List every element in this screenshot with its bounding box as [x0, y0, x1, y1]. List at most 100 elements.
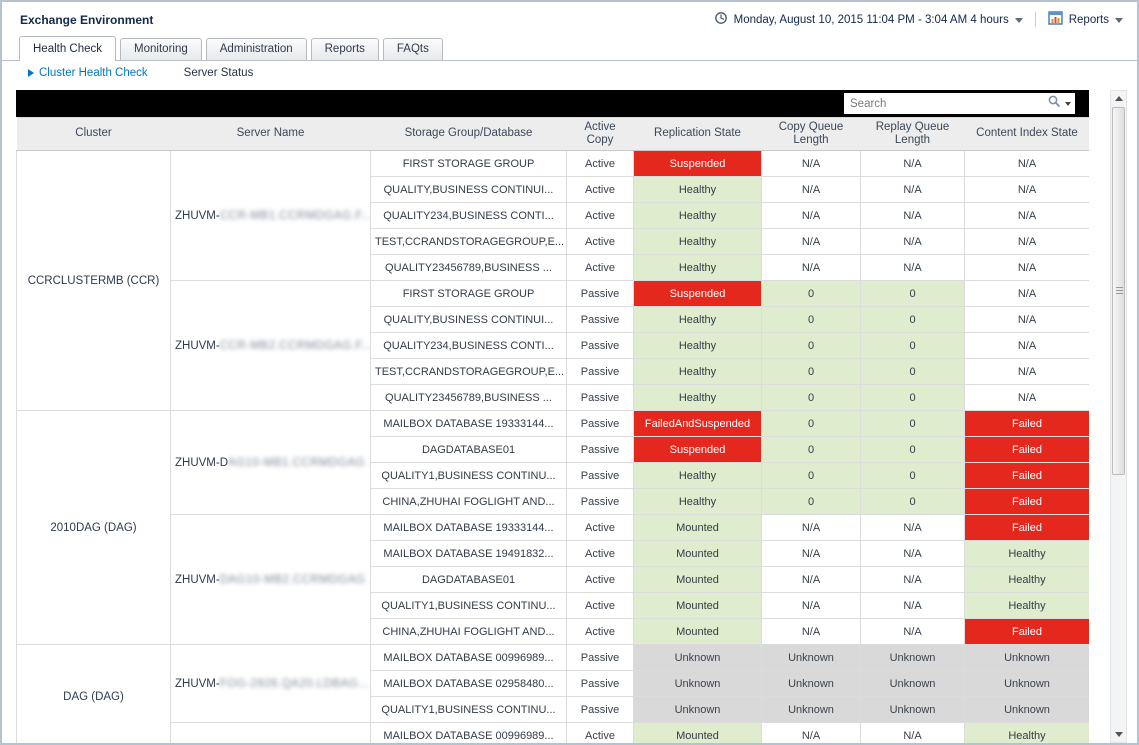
content-index-cell: Failed: [964, 514, 1089, 541]
active-copy-cell: Passive: [566, 306, 634, 333]
copy-queue-cell: 0: [761, 436, 861, 463]
subnav-item-server-status[interactable]: Server Status: [183, 67, 254, 79]
copy-queue-cell: 0: [761, 358, 861, 385]
replication-state-cell: Unknown: [633, 696, 762, 723]
redacted-server-name: AG10-MB1.CCRMDGAG ..: [228, 456, 371, 469]
table-row[interactable]: QUALITY1,BUSINESS CONTINU... Active Mounte…: [17, 592, 1089, 619]
table-row[interactable]: ZHUVM-CCR-MB2.CCRMDGAG.F... FIRST STORAGE…: [17, 280, 1089, 411]
health-table-body: CCRCLUSTERMB (CCR) ZHUVM-CCR-MB1.CCRMDGAG…: [16, 150, 1089, 743]
content-index-cell: N/A: [964, 358, 1089, 385]
column-header-storage-group-database[interactable]: Storage Group/Database: [370, 117, 567, 151]
replication-state-cell: Healthy: [633, 332, 762, 359]
replay-queue-cell: 0: [860, 280, 965, 307]
content-index-cell: N/A: [964, 384, 1089, 411]
subnav-item-cluster-health-check[interactable]: Cluster Health Check: [28, 67, 148, 79]
table-row[interactable]: CCRCLUSTERMB (CCR) ZHUVM-CCR-MB1.CCRMDGAG…: [16, 150, 1089, 411]
copy-queue-cell: 0: [761, 280, 861, 307]
copy-queue-cell: N/A: [761, 722, 861, 743]
table-row[interactable]: DAGDATABASE01 Passive Suspended 0 0 Failed: [17, 436, 1089, 463]
replay-queue-cell: 0: [860, 488, 965, 515]
replication-state-cell: Healthy: [633, 384, 762, 411]
table-row[interactable]: MAILBOX DATABASE 02958480... Passive Unkno…: [17, 670, 1089, 697]
replication-state-cell: Mounted: [633, 540, 762, 567]
replication-state-cell: Healthy: [633, 462, 762, 489]
magnifier-icon[interactable]: [1047, 94, 1061, 113]
table-row[interactable]: QUALITY1,BUSINESS CONTINU... Passive Unkno…: [17, 696, 1089, 723]
table-row[interactable]: DAGDATABASE01 Active Mounted N/A N/A Healthy: [17, 566, 1089, 593]
reports-menu[interactable]: Reports: [1068, 13, 1109, 26]
active-copy-cell: Passive: [566, 280, 634, 307]
replay-queue-cell: Unknown: [860, 670, 965, 697]
scroll-up-button[interactable]: [1111, 91, 1126, 106]
server-name-cell: ZHUVM-CCR-MB2.CCRMDGAG.F...: [170, 280, 371, 411]
subnav-label: Cluster Health Check: [39, 67, 148, 79]
copy-queue-cell: Unknown: [761, 696, 861, 723]
table-row[interactable]: DAG (DAG) ZHUVM-FOG-2926.QA20.LDBAG... MAI…: [16, 644, 1089, 743]
active-copy-cell: Active: [566, 254, 634, 281]
table-row[interactable]: ZHUVM-DAG10-MB2.CCRMDGAG ... MAILBOX DATA…: [17, 514, 1089, 645]
reports-caret-icon[interactable]: [1115, 18, 1123, 23]
table-row[interactable]: QUALITY234,BUSINESS CONTI... Active Health…: [17, 202, 1089, 229]
column-header-replication-state[interactable]: Replication State: [633, 117, 762, 151]
table-row[interactable]: MAILBOX DATABASE 00996989... Active Mounte…: [17, 722, 1089, 743]
column-header-active-copy[interactable]: Active Copy: [566, 117, 634, 151]
vertical-scrollbar[interactable]: [1110, 90, 1127, 743]
database-cell: CHINA,ZHUHAI FOGLIGHT AND...: [370, 488, 567, 515]
database-cell: MAILBOX DATABASE 19491832...: [370, 540, 567, 567]
content-index-cell: Failed: [964, 462, 1089, 489]
top-toolbar: Monday, August 10, 2015 11:04 PM - 3:04 …: [714, 11, 1123, 28]
tab-monitoring[interactable]: Monitoring: [120, 38, 202, 60]
table-row[interactable]: QUALITY1,BUSINESS CONTINU... Passive Healt…: [17, 462, 1089, 489]
search-input[interactable]: [844, 97, 1047, 110]
tab-health-check[interactable]: Health Check: [19, 36, 117, 61]
database-cell: FIRST STORAGE GROUP: [370, 280, 567, 307]
scrollbar-thumb[interactable]: [1112, 107, 1125, 475]
replay-queue-cell: N/A: [860, 618, 965, 645]
replay-queue-cell: N/A: [860, 592, 965, 619]
search-options-caret-icon[interactable]: [1065, 101, 1071, 106]
replay-queue-cell: 0: [860, 462, 965, 489]
redacted-server-name: CCR-MB1.CCRMDGAG.F...: [219, 209, 371, 222]
column-header-content-index-state[interactable]: Content Index State: [964, 117, 1089, 151]
content-index-cell: Healthy: [964, 540, 1089, 567]
copy-queue-cell: 0: [761, 410, 861, 437]
replay-queue-cell: 0: [860, 306, 965, 333]
column-header-replay-queue-length[interactable]: Replay Queue Length: [860, 117, 965, 151]
column-header-copy-queue-length[interactable]: Copy Queue Length: [761, 117, 861, 151]
database-cell: QUALITY1,BUSINESS CONTINU...: [370, 462, 567, 489]
content-index-cell: N/A: [964, 280, 1089, 307]
active-copy-cell: Active: [566, 514, 634, 541]
scroll-down-button[interactable]: [1111, 727, 1126, 742]
replication-state-cell: Healthy: [633, 306, 762, 333]
redacted-server-name: DAG10-MB2.CCRMDGAG ...: [219, 573, 371, 586]
health-table-container: Cluster Server Name Storage Group/Database…: [16, 117, 1089, 743]
copy-queue-cell: Unknown: [761, 644, 861, 671]
tab-administration[interactable]: Administration: [205, 38, 307, 60]
active-copy-cell: Active: [566, 592, 634, 619]
copy-queue-cell: 0: [761, 306, 861, 333]
column-header-server-name[interactable]: Server Name: [170, 117, 371, 151]
tab-faqts[interactable]: FAQts: [382, 38, 443, 60]
active-copy-cell: Passive: [566, 670, 634, 697]
table-row[interactable]: TEST,CCRANDSTORAGEGROUP,E... Active Health…: [17, 228, 1089, 255]
tab-reports[interactable]: Reports: [310, 38, 379, 60]
table-row[interactable]: CHINA,ZHUHAI FOGLIGHT AND... Passive Healt…: [17, 488, 1089, 515]
content-index-cell: N/A: [964, 202, 1089, 229]
server-name-cell: ZHUVM-DAG10-MB2.CCRMDGAG ...: [170, 514, 371, 645]
time-range-selector[interactable]: Monday, August 10, 2015 11:04 PM - 3:04 …: [733, 13, 1009, 26]
table-row[interactable]: CHINA,ZHUHAI FOGLIGHT AND... Active Mounte…: [17, 618, 1089, 645]
copy-queue-cell: N/A: [761, 566, 861, 593]
database-cell: MAILBOX DATABASE 00996989...: [370, 722, 567, 743]
content-index-cell: N/A: [964, 228, 1089, 255]
time-range-caret-icon[interactable]: [1014, 18, 1023, 23]
table-row[interactable]: 2010DAG (DAG) ZHUVM-DAG10-MB1.CCRMDGAG ..…: [16, 410, 1089, 645]
copy-queue-cell: N/A: [761, 176, 861, 203]
replication-state-cell: Mounted: [633, 618, 762, 645]
redacted-server-name: FOG-2926.QA20.LDBAG...: [219, 677, 370, 690]
column-header-cluster[interactable]: Cluster: [16, 117, 171, 151]
database-cell: MAILBOX DATABASE 19333144...: [370, 410, 567, 437]
replay-queue-cell: N/A: [860, 254, 965, 281]
tab-strip: Health Check Monitoring Administration Repo…: [2, 36, 1137, 61]
copy-queue-cell: 0: [761, 488, 861, 515]
